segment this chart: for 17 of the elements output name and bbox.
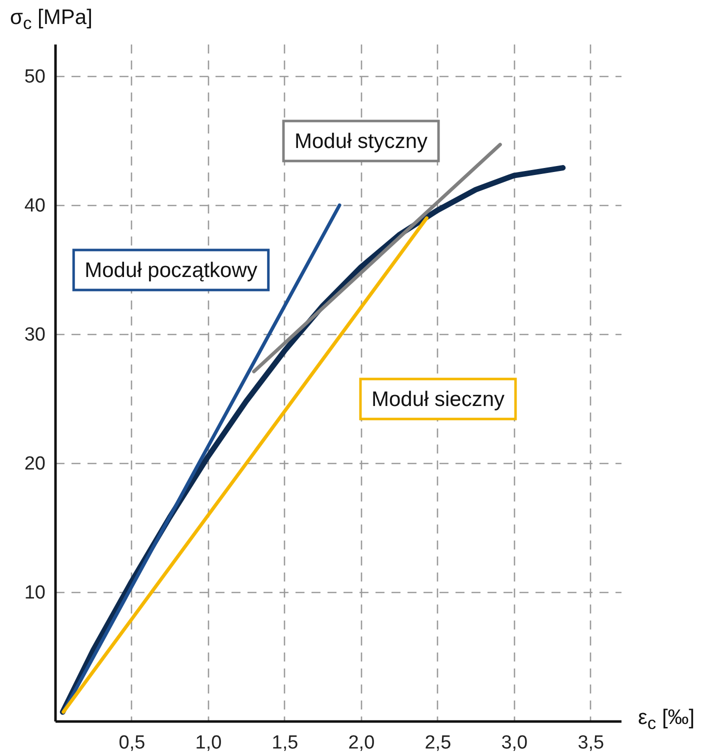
y-tick-label: 20 xyxy=(24,454,46,475)
y-tick-label: 10 xyxy=(24,582,46,604)
x-tick-label: 1,0 xyxy=(195,732,222,754)
series-label: Moduł początkowy xyxy=(84,259,258,282)
x-axis-title: ε$_{c}$ [‰] xyxy=(638,706,695,734)
x-tick-label: 3,5 xyxy=(578,732,604,754)
text: Moduł styczny xyxy=(294,130,428,153)
x-tick-label: 3,0 xyxy=(501,732,528,754)
text: Moduł sieczny xyxy=(371,388,506,411)
y-tick-label: 50 xyxy=(24,66,46,88)
y-tick-label: 40 xyxy=(24,196,46,217)
y-tick-label: 30 xyxy=(24,324,46,346)
x-tick-label: 2,0 xyxy=(348,732,375,754)
y-axis-title: σ$_{c}$ [MPa] xyxy=(10,6,92,34)
x-tick-label: 1,5 xyxy=(272,732,298,754)
x-tick-label: 0,5 xyxy=(118,732,146,754)
x-tick-label: 2,5 xyxy=(424,732,452,754)
